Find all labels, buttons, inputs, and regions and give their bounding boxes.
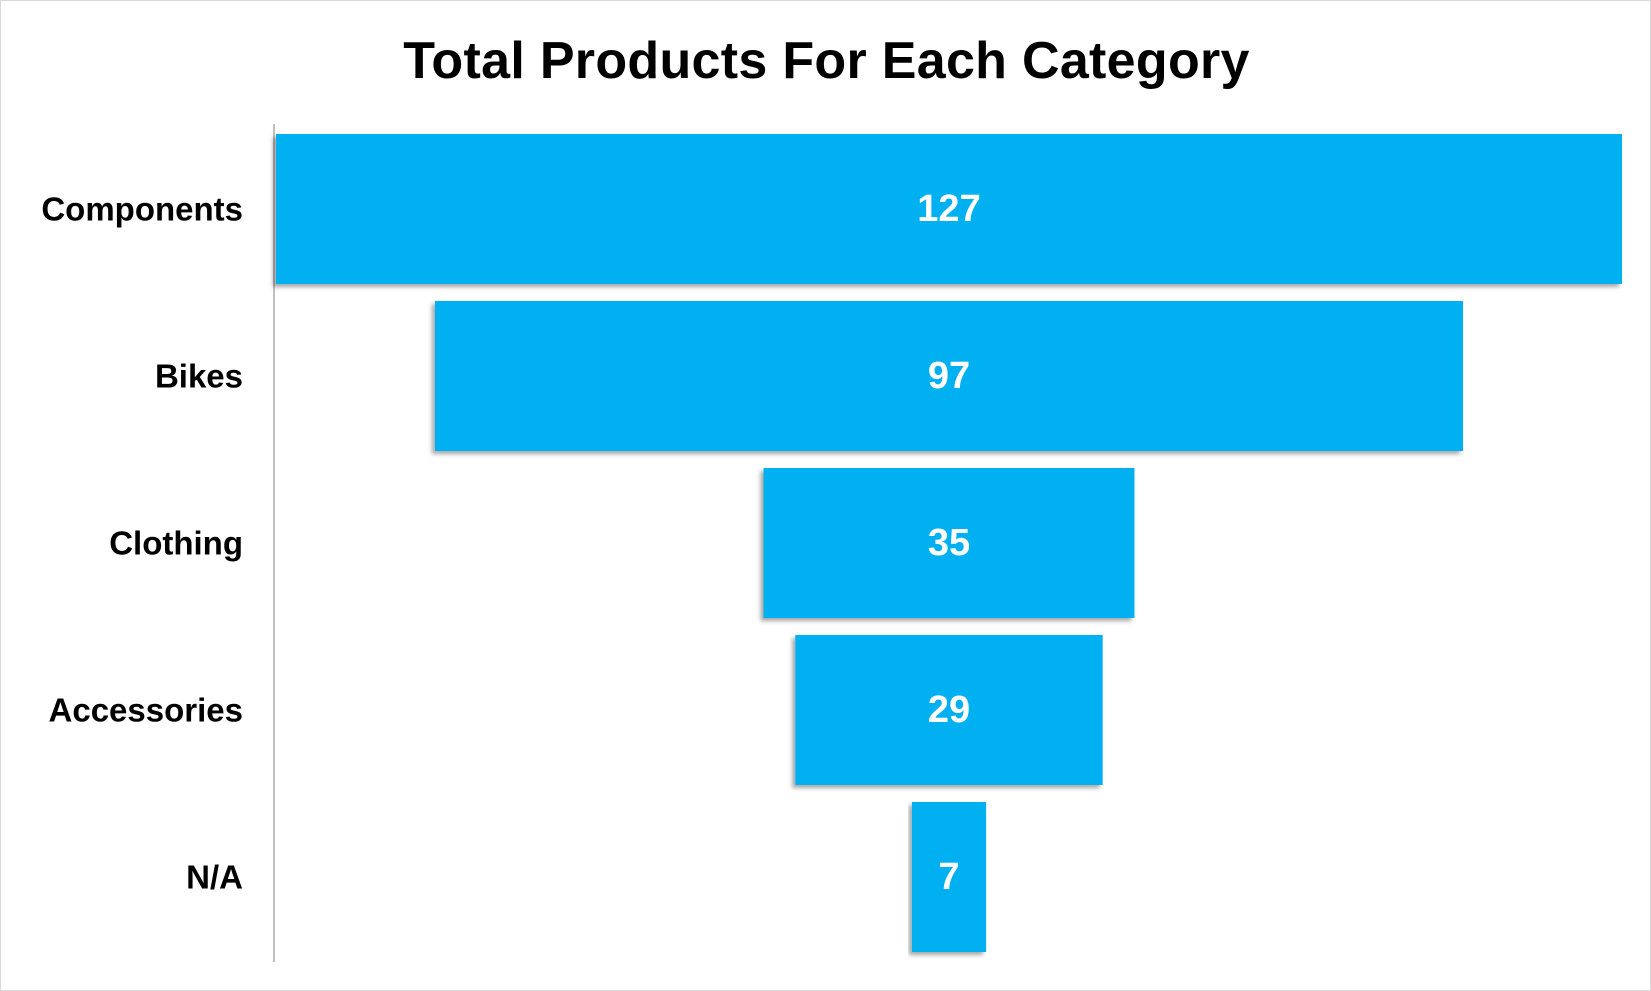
- funnel-bar: [911, 802, 987, 952]
- category-label: Bikes: [155, 358, 243, 395]
- category-label: Clothing: [109, 525, 243, 562]
- category-label: Accessories: [49, 692, 243, 729]
- data-label: 29: [928, 689, 970, 731]
- data-label: 7: [938, 856, 959, 898]
- data-label: 35: [928, 522, 970, 564]
- funnel-bar: [795, 635, 1103, 785]
- funnel-bar: [434, 301, 1464, 451]
- data-label: 127: [917, 188, 980, 230]
- data-label: 97: [928, 355, 970, 397]
- category-label: Components: [41, 191, 243, 228]
- bars-layer: 127 Components 97 Bikes 35 Clothing 29 Accessor…: [41, 134, 1622, 952]
- funnel-bar: [763, 468, 1135, 618]
- chart-title: Total Products For Each Category: [403, 32, 1250, 90]
- funnel-bar: [276, 134, 1622, 284]
- category-label: N/A: [186, 859, 243, 896]
